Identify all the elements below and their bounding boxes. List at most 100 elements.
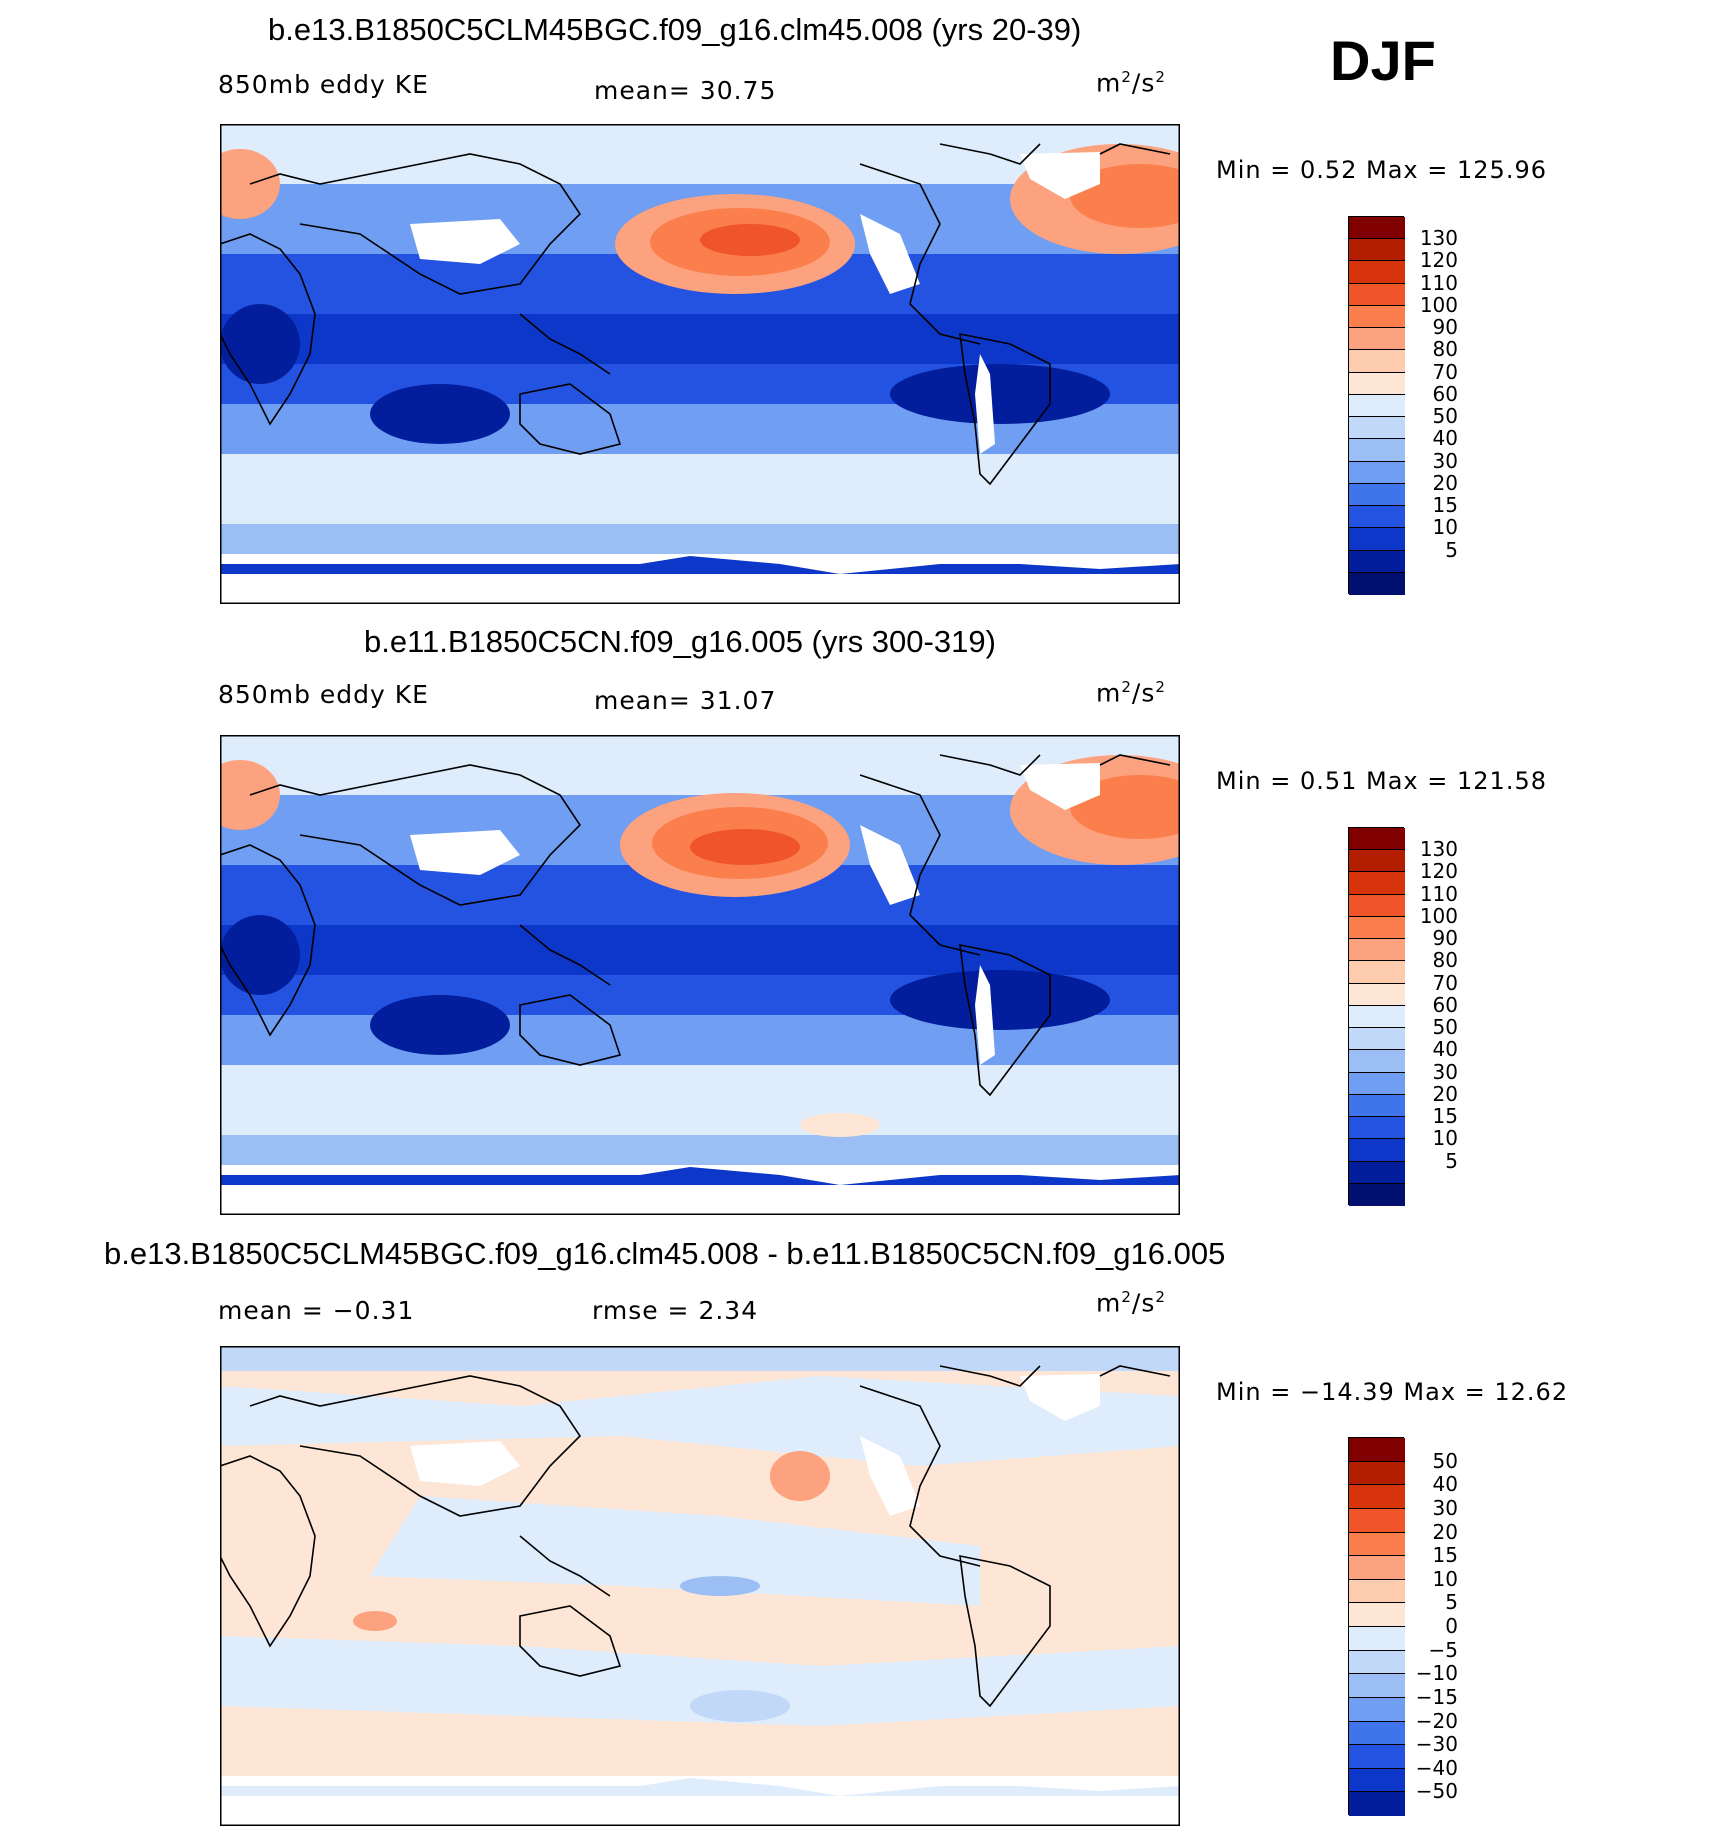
panel2-colorbar-tick: 90 [1432, 926, 1458, 951]
panel1-colorbar-tick: 30 [1432, 448, 1458, 473]
panel3-colorbar-tick: 15 [1432, 1543, 1458, 1568]
panel3-colorbar-swatch [1349, 1721, 1405, 1746]
panel2-colorbar-swatch [1349, 872, 1405, 895]
panel1-europe-warm [220, 149, 280, 219]
panel3-minmax: Min = −14.39 Max = 12.62 [1216, 1378, 1569, 1406]
panel2-colorbar-tick: 10 [1432, 1126, 1458, 1151]
panel2-colorbar-tick: 60 [1432, 992, 1458, 1017]
panel2-npac-core [690, 829, 800, 865]
panel1-colorbar-swatch [1349, 572, 1405, 595]
panel3-map-frame [220, 1346, 1180, 1826]
panel2-tibet [410, 830, 520, 875]
panel1-band-storm-s [220, 454, 1180, 524]
panel3-greenland [1020, 1374, 1100, 1421]
panel3-title: b.e13.B1850C5CLM45BGC.f09_g16.clm45.008 … [104, 1236, 1226, 1271]
panel2-colorbar-tick: 130 [1419, 837, 1458, 862]
panel1-colorbar-tick: 120 [1419, 248, 1458, 273]
panel1-colorbar-swatch [1349, 461, 1405, 484]
panel3-colorbar-tick: −30 [1415, 1732, 1458, 1757]
panel1-colorbar-tick: 40 [1432, 426, 1458, 451]
panel1-tibet [410, 219, 520, 264]
panel1-colorbar-tick: 10 [1432, 515, 1458, 540]
panel2-colorbar-tick: 15 [1432, 1104, 1458, 1129]
panel2-colorbar-tick: 50 [1432, 1015, 1458, 1040]
panel1-map [220, 124, 1180, 604]
panel1-colorbar-tick: 70 [1432, 359, 1458, 384]
panel1-colorbar-tick: 90 [1432, 315, 1458, 340]
panel3-warm-npac [770, 1451, 830, 1501]
panel2-colorbar-swatch [1349, 894, 1405, 917]
panel1-colorbar-tick: 110 [1419, 270, 1458, 295]
panel2-greenland [1020, 763, 1100, 810]
panel3-band-north [220, 1376, 1180, 1466]
panel1-colorbar-swatch [1349, 394, 1405, 418]
panel1-colorbar-swatch [1349, 483, 1405, 507]
panel3-colorbar-swatch [1349, 1485, 1405, 1509]
panel1-colorbar-swatch [1349, 283, 1405, 306]
panel2-rockies [860, 825, 920, 905]
panel1-greenland [1020, 152, 1100, 199]
panel3-rmse: rmse = 2.34 [592, 1296, 759, 1325]
panel3-colorbar-swatch [1349, 1579, 1405, 1604]
panel2-band-equator [220, 925, 1180, 975]
panel2-colorbar-swatch [1349, 1117, 1405, 1140]
panel3-colorbar-swatch [1349, 1627, 1405, 1651]
panel3-tibet [410, 1441, 520, 1486]
panel1-colorbar-tick: 5 [1445, 537, 1458, 562]
panel1-colorbar-swatch [1349, 217, 1405, 240]
panel1-colorbar-swatch [1349, 417, 1405, 440]
panel1-npac-core [700, 224, 800, 256]
panel2-mean: mean= 31.07 [594, 686, 777, 715]
panel2-units: m2/s2 [1096, 678, 1166, 708]
panel2-colorbar-tick: 20 [1432, 1081, 1458, 1106]
panel2-sopac-warm [800, 1113, 880, 1137]
panel1-colorbar-swatch [1349, 239, 1405, 262]
panel3-colorbar-tick: 10 [1432, 1566, 1458, 1591]
panel2-colorbar-swatch [1349, 961, 1405, 984]
panel3-colorbar-swatch [1349, 1650, 1405, 1675]
panel1-colorbar-tick: 20 [1432, 470, 1458, 495]
panel2-map [220, 735, 1180, 1215]
panel1-colorbar-swatch [1349, 328, 1405, 351]
panel1-sepac-min [890, 364, 1110, 424]
panel2-field-label: 850mb eddy KE [218, 680, 429, 709]
panel1-rockies [860, 214, 920, 294]
panel3-colorbar-tick: −50 [1415, 1779, 1458, 1804]
panel2-antarctic-rim [220, 1167, 1180, 1185]
panel3-units: m2/s2 [1096, 1288, 1166, 1318]
panel3-colorbar-tick: 30 [1432, 1495, 1458, 1520]
panel3-colorbar-swatch [1349, 1508, 1405, 1533]
panel3-map [220, 1346, 1180, 1826]
panel1-band-southern [220, 524, 1180, 554]
panel1-band-equator [220, 314, 1180, 364]
panel3-colorbar-swatch [1349, 1532, 1405, 1557]
panel1-colorbar-tick: 130 [1419, 226, 1458, 251]
panel2-colorbar-tick: 100 [1419, 903, 1458, 928]
panel1-colorbar [1348, 216, 1405, 595]
panel2-indian-min [370, 995, 510, 1055]
panel1-colorbar-tick: 100 [1419, 292, 1458, 317]
panel1-units: m2/s2 [1096, 68, 1166, 98]
panel3-band-arctic [220, 1346, 1180, 1371]
panel3-colorbar [1348, 1437, 1405, 1816]
panel2-colorbar-tick: 80 [1432, 948, 1458, 973]
panel2-colorbar-swatch [1349, 1005, 1405, 1029]
panel3-colorbar-swatch [1349, 1461, 1405, 1486]
panel1-andes [975, 354, 995, 454]
panel3-colorbar-tick: 40 [1432, 1472, 1458, 1497]
panel3-colorbar-swatch [1349, 1603, 1405, 1627]
panel2-band-southern [220, 1135, 1180, 1165]
panel2-colorbar-tick: 40 [1432, 1037, 1458, 1062]
panel3-colorbar-tick: −15 [1415, 1684, 1458, 1709]
panel1-map-frame [220, 124, 1180, 604]
panel1-colorbar-tick: 80 [1432, 337, 1458, 362]
panel1-colorbar-swatch [1349, 261, 1405, 284]
panel2-band-storm-s [220, 1065, 1180, 1135]
panel1-coastlines [220, 143, 1171, 486]
panel3-colorbar-swatch [1349, 1674, 1405, 1698]
panel1-colorbar-tick: 60 [1432, 381, 1458, 406]
panel2-europe-warm [220, 760, 280, 830]
panel1-africa-min [220, 304, 300, 384]
panel2-colorbar-tick: 30 [1432, 1059, 1458, 1084]
panel3-colorbar-swatch [1349, 1438, 1405, 1462]
